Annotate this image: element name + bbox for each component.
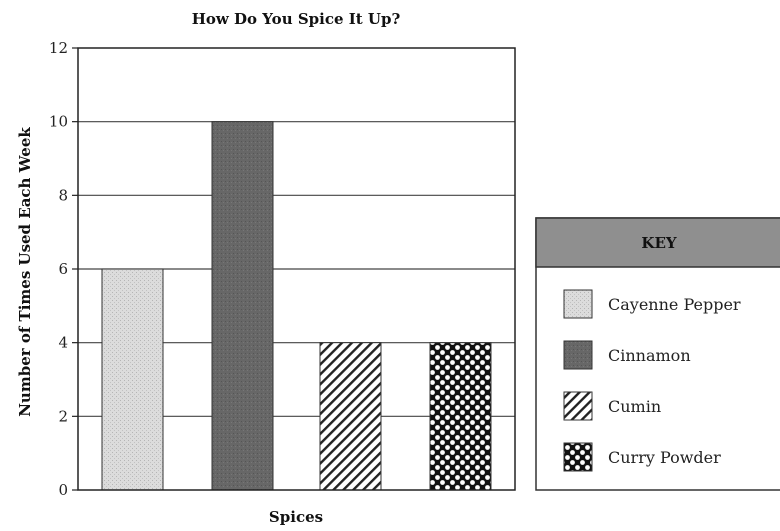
y-tick-label: 12 <box>49 39 68 57</box>
y-tick-label: 8 <box>58 186 68 204</box>
legend-label: Curry Powder <box>608 448 721 467</box>
y-tick-label: 4 <box>58 334 68 352</box>
legend-swatch <box>563 340 593 370</box>
legend-label: Cinnamon <box>608 346 691 365</box>
bar-cumin <box>319 342 382 491</box>
y-tick-label: 10 <box>49 113 68 131</box>
legend-title: KEY <box>641 234 676 252</box>
x-axis-label: Spices <box>269 508 323 526</box>
bars-group <box>101 121 492 491</box>
plot-frame <box>77 47 516 491</box>
legend-swatch <box>563 289 593 319</box>
y-tick-label: 6 <box>58 260 68 278</box>
bar-cinnamon <box>211 121 274 491</box>
legend-label: Cumin <box>608 397 661 416</box>
legend: KEY Cayenne Pepper Cinnamon Cumin Curry Pow… <box>535 217 780 491</box>
chart-title: How Do You Spice It Up? <box>192 10 401 28</box>
y-tick-label: 0 <box>58 481 68 499</box>
bar-curry-powder <box>429 342 492 491</box>
legend-items: Cayenne Pepper Cinnamon Cumin Curry Powder <box>563 289 741 472</box>
y-tick-label: 2 <box>58 407 68 425</box>
legend-swatch <box>563 442 593 472</box>
bar-cayenne-pepper <box>101 268 164 491</box>
y-axis-label: Number of Times Used Each Week <box>16 127 34 417</box>
legend-label: Cayenne Pepper <box>608 295 741 314</box>
legend-swatch <box>563 391 593 421</box>
legend-header <box>535 217 780 268</box>
y-axis-ticks: 0 2 4 6 8 10 12 <box>49 39 78 499</box>
